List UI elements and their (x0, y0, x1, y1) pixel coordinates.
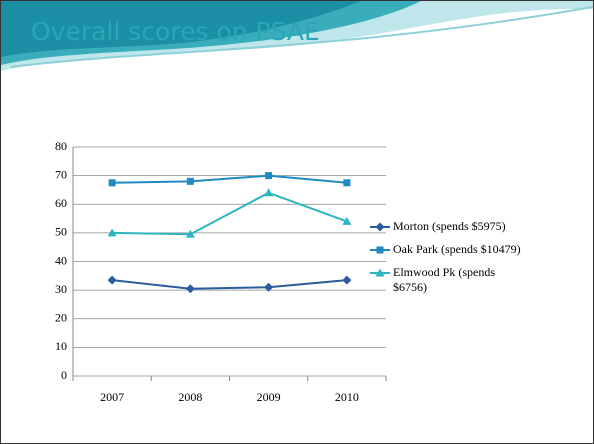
header-swoosh (1, 1, 593, 71)
series-line (112, 174, 347, 184)
legend-label: Morton (spends $5975) (393, 219, 506, 233)
y-tick-label: 80 (55, 139, 67, 153)
legend-label: Oak Park (spends $10479) (393, 242, 521, 256)
chart-title: Overall scores on PSAE (31, 17, 320, 46)
marker (264, 282, 274, 292)
series-line (112, 279, 347, 290)
x-tick-label: 2009 (257, 390, 281, 404)
marker (185, 229, 195, 238)
marker (186, 177, 194, 185)
y-tick-label: 60 (55, 196, 67, 210)
legend: Morton (spends $5975) Oak Park (spends $1… (369, 219, 529, 303)
marker (185, 284, 195, 294)
legend-entry: Elmwood Pk (spends $6756) (369, 265, 529, 295)
marker (265, 172, 273, 180)
legend-swatch (370, 222, 390, 232)
marker (376, 246, 384, 254)
marker (342, 216, 352, 225)
x-tick-label: 2007 (100, 390, 124, 404)
legend-swatch (370, 268, 390, 277)
y-tick-label: 40 (55, 253, 67, 267)
y-tick-label: 10 (55, 339, 67, 353)
marker (107, 228, 117, 237)
marker (108, 179, 116, 187)
legend-entry: Oak Park (spends $10479) (369, 242, 529, 257)
marker (107, 275, 117, 285)
legend-entry: Morton (spends $5975) (369, 219, 529, 234)
marker (343, 179, 351, 187)
y-tick-label: 20 (55, 311, 67, 325)
y-tick-label: 30 (55, 282, 67, 296)
marker (375, 268, 385, 277)
y-tick-label: 70 (55, 167, 67, 181)
y-tick-label: 50 (55, 225, 67, 239)
y-tick-label: 0 (61, 368, 67, 382)
series-line (112, 191, 348, 236)
legend-label: Elmwood Pk (spends $6756) (393, 265, 495, 294)
marker (375, 222, 385, 232)
x-tick-label: 2008 (178, 390, 202, 404)
legend-swatch (370, 246, 390, 254)
x-tick-label: 2010 (335, 390, 359, 404)
marker (264, 188, 274, 197)
marker (342, 275, 352, 285)
